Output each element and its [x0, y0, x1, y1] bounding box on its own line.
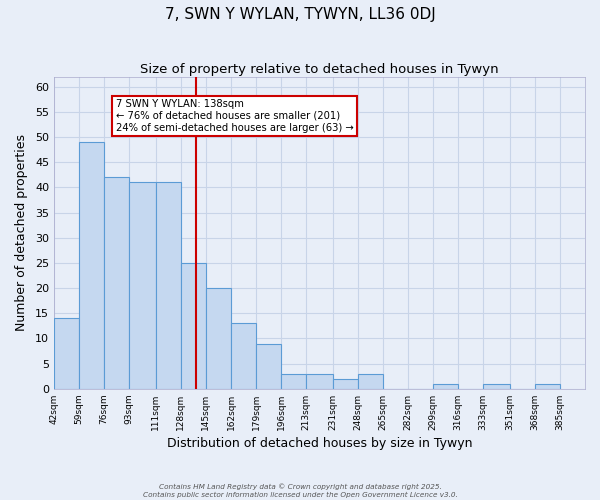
- Bar: [333, 379, 358, 389]
- Bar: [129, 182, 156, 389]
- Text: Contains HM Land Registry data © Crown copyright and database right 2025.
Contai: Contains HM Land Registry data © Crown c…: [143, 484, 457, 498]
- Bar: [306, 374, 333, 389]
- Bar: [256, 344, 281, 389]
- Bar: [181, 263, 206, 389]
- Bar: [156, 182, 181, 389]
- Bar: [231, 324, 256, 389]
- Bar: [54, 318, 79, 389]
- Text: 7 SWN Y WYLAN: 138sqm
← 76% of detached houses are smaller (201)
24% of semi-det: 7 SWN Y WYLAN: 138sqm ← 76% of detached …: [116, 100, 353, 132]
- Bar: [358, 374, 383, 389]
- X-axis label: Distribution of detached houses by size in Tywyn: Distribution of detached houses by size …: [167, 437, 472, 450]
- Bar: [281, 374, 306, 389]
- Title: Size of property relative to detached houses in Tywyn: Size of property relative to detached ho…: [140, 62, 499, 76]
- Bar: [535, 384, 560, 389]
- Bar: [433, 384, 458, 389]
- Bar: [483, 384, 510, 389]
- Y-axis label: Number of detached properties: Number of detached properties: [15, 134, 28, 331]
- Bar: [104, 178, 129, 389]
- Bar: [79, 142, 104, 389]
- Text: 7, SWN Y WYLAN, TYWYN, LL36 0DJ: 7, SWN Y WYLAN, TYWYN, LL36 0DJ: [164, 8, 436, 22]
- Bar: [206, 288, 231, 389]
